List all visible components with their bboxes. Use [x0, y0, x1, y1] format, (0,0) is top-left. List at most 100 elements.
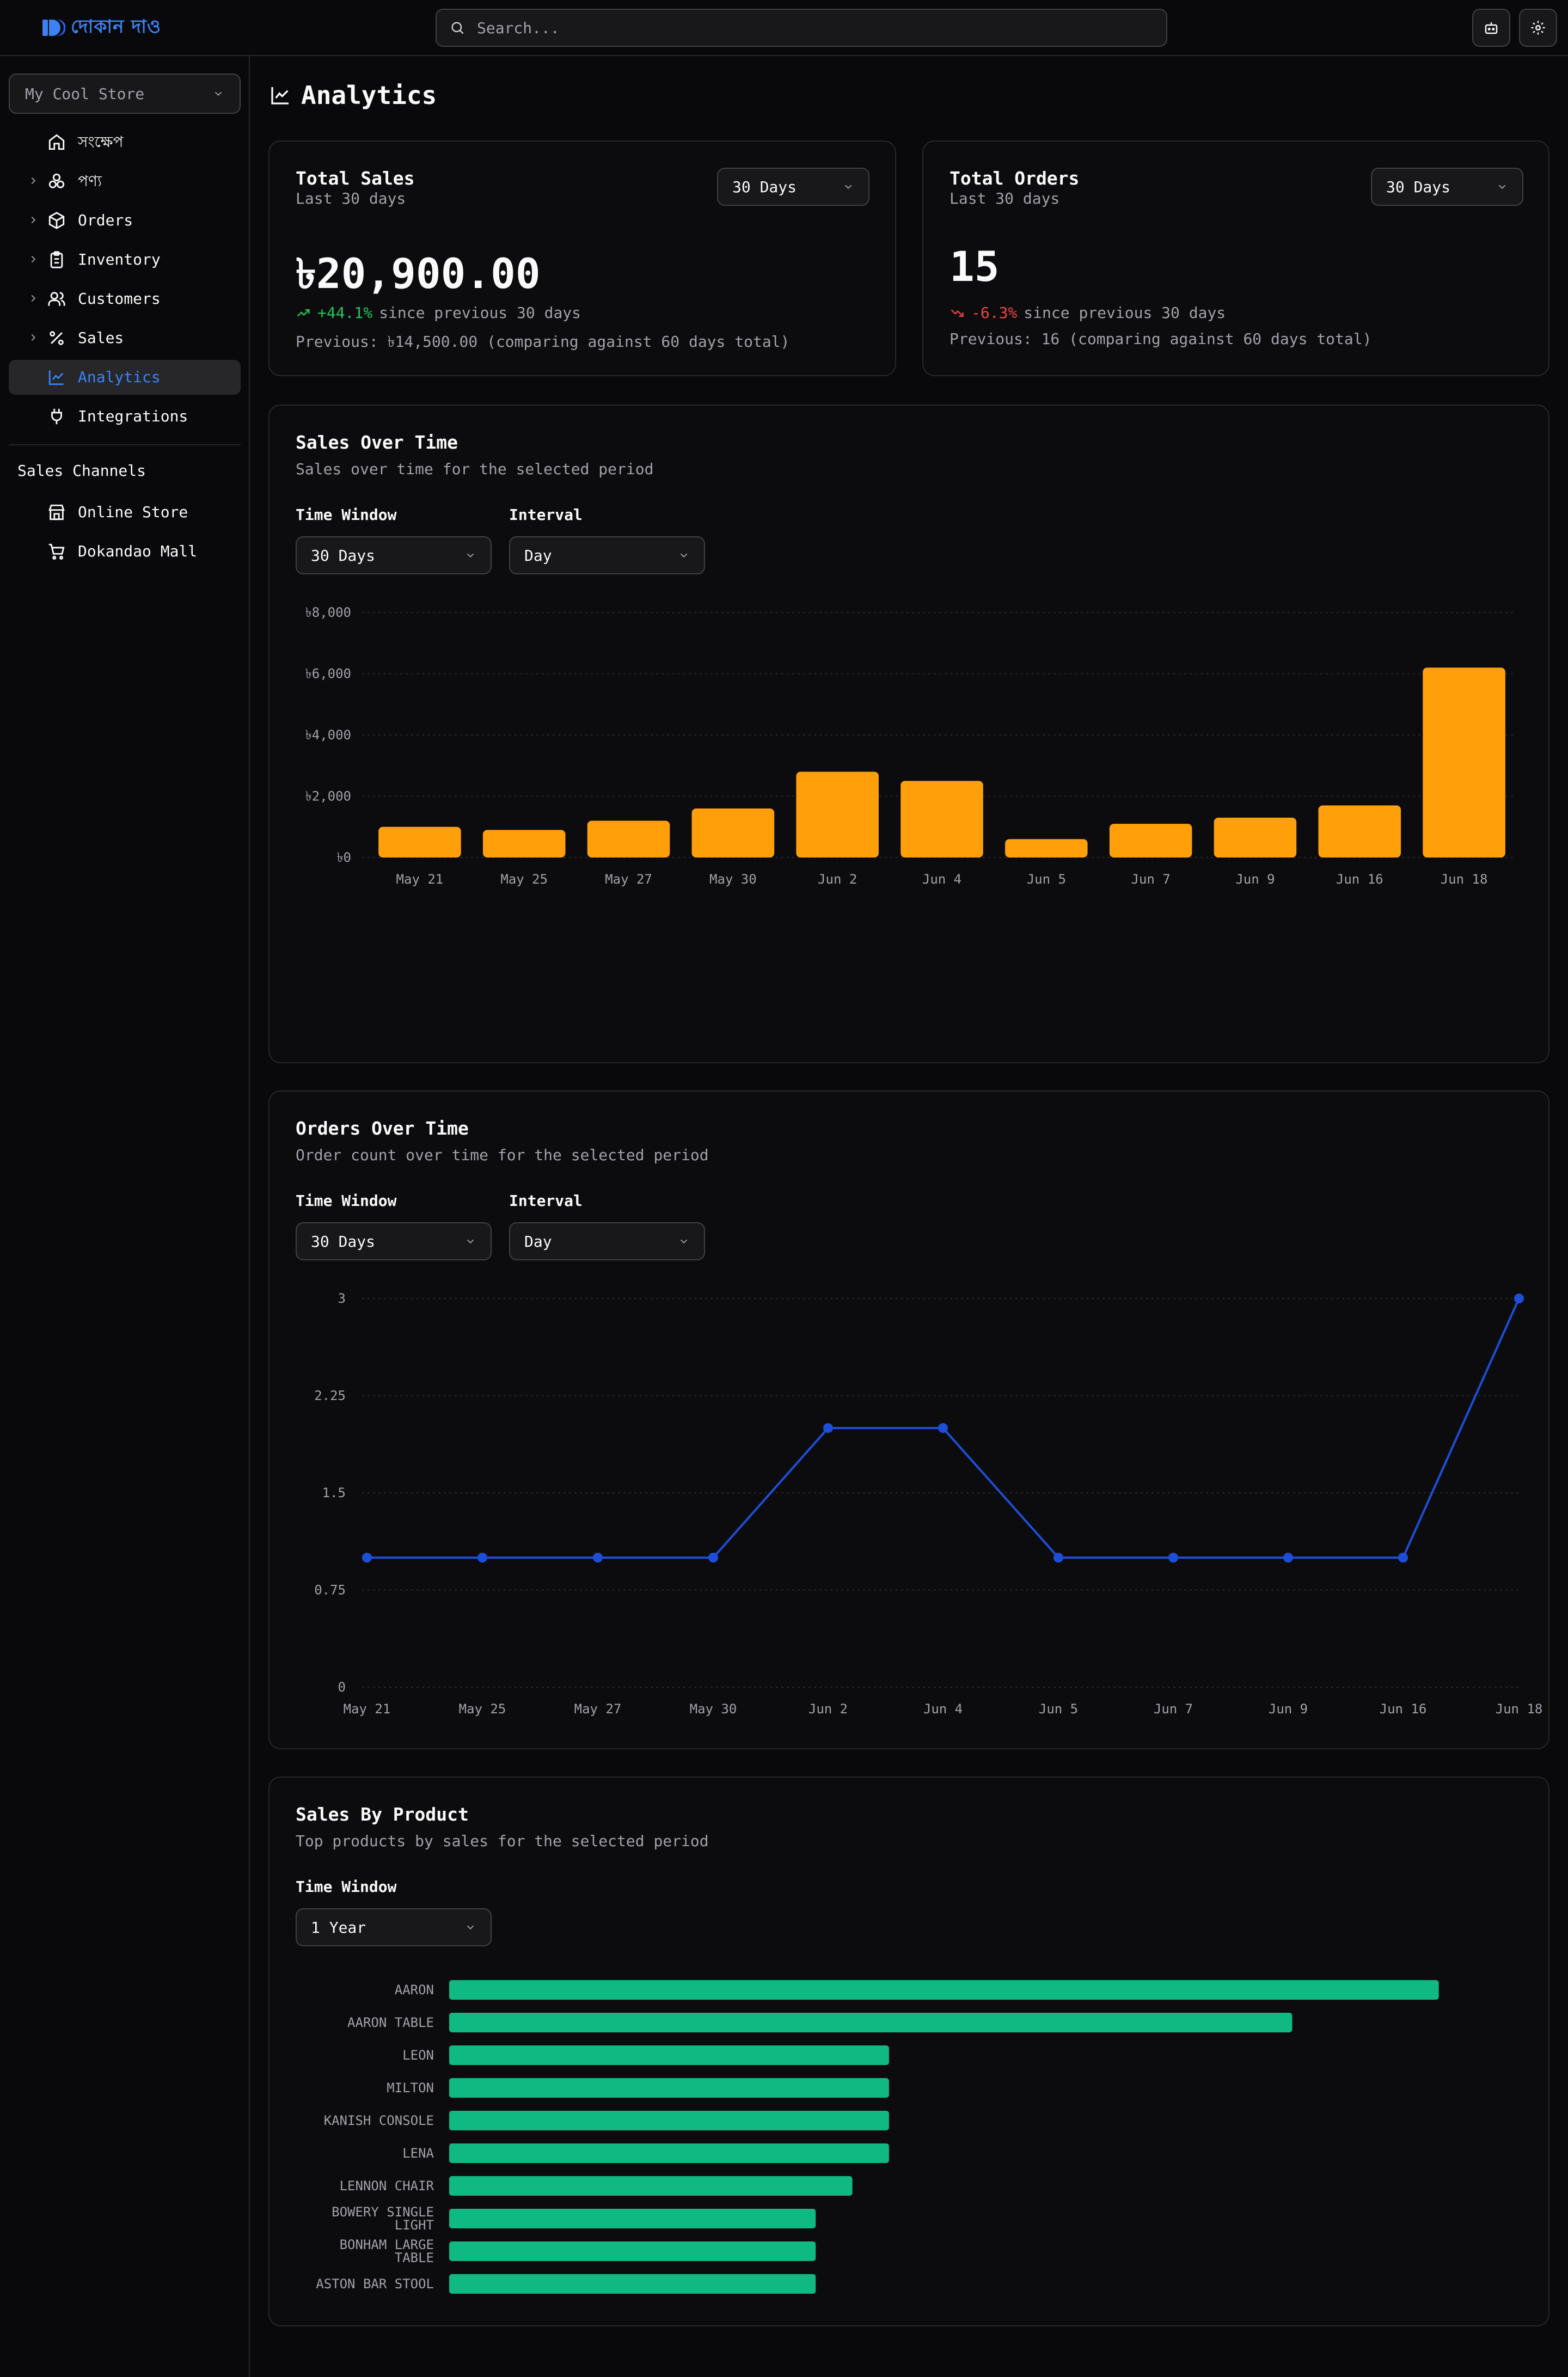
page-title-text: Analytics	[301, 81, 437, 110]
logo-icon	[42, 20, 65, 36]
chevron-down-icon	[467, 1925, 474, 1930]
bar	[449, 2274, 816, 2294]
bar	[449, 2209, 816, 2228]
chevron-down-icon	[1498, 185, 1506, 189]
assistant-button[interactable]	[1472, 9, 1510, 47]
x-tick-label: May 25	[500, 872, 548, 887]
x-tick-label: Jun 5	[1027, 872, 1066, 887]
card-subtitle: Last 30 days	[950, 189, 1060, 207]
interval-select[interactable]: Day	[509, 536, 705, 574]
sidebar-item-label: সংক্ষেপ	[78, 133, 124, 151]
sales-by-product-card: Sales By Product Top products by sales f…	[268, 1776, 1549, 2326]
chart-line-icon	[271, 87, 289, 105]
data-point	[1054, 1553, 1063, 1563]
bar	[482, 830, 566, 857]
y-tick-label: ৳0	[337, 850, 351, 865]
sidebar-item-label: Sales	[78, 329, 124, 347]
bar	[378, 826, 461, 857]
x-tick-label: Jun 18	[1441, 872, 1488, 887]
x-tick-label: Jun 2	[808, 1701, 848, 1717]
period-select[interactable]: 30 Days	[1371, 168, 1523, 206]
time-window-select[interactable]: 30 Days	[296, 536, 492, 574]
sidebar-item-products[interactable]: পণ্য	[9, 164, 241, 199]
bar	[796, 771, 879, 857]
plug-icon	[47, 407, 66, 426]
sales-over-time-card: Sales Over Time Sales over time for the …	[268, 405, 1549, 1063]
store-icon	[47, 503, 66, 522]
chevron-down-icon	[680, 553, 688, 558]
interval-select[interactable]: Day	[509, 1222, 705, 1260]
x-tick-label: May 27	[605, 872, 652, 887]
change-text: since previous 30 days	[379, 304, 581, 322]
sidebar-item-label: Customers	[78, 290, 161, 308]
data-point	[477, 1553, 487, 1563]
sidebar-item-sales[interactable]: Sales	[9, 321, 241, 356]
change-value: +44.1%	[317, 304, 373, 322]
sidebar-item-online-store[interactable]: Online Store	[9, 495, 241, 530]
y-tick-label: KANISH CONSOLE	[324, 2113, 434, 2128]
card-title: Sales Over Time	[296, 432, 458, 453]
y-tick-label: ৳6,000	[305, 666, 351, 682]
robot-icon	[1485, 22, 1498, 34]
data-point	[1283, 1553, 1293, 1563]
sidebar-item-dokandao-mall[interactable]: Dokandao Mall	[9, 534, 241, 569]
sidebar-item-orders[interactable]: Orders	[9, 203, 241, 238]
store-selector[interactable]: My Cool Store	[9, 73, 241, 114]
interval-label: Interval	[509, 506, 583, 524]
sidebar-item-label: Online Store	[78, 503, 188, 521]
sidebar-item-label: Analytics	[78, 368, 161, 386]
bar	[1214, 817, 1297, 857]
chevron-right-icon	[31, 216, 36, 224]
y-tick-label: BONHAM LARGE	[340, 2237, 434, 2252]
card-subtitle: Order count over time for the selected p…	[296, 1146, 709, 1164]
clipboard-icon	[47, 250, 66, 269]
total-sales-card: Total Sales Last 30 days 30 Days ৳20,900…	[268, 140, 896, 376]
sidebar-item-customers[interactable]: Customers	[9, 281, 241, 316]
x-tick-label: Jun 16	[1336, 872, 1383, 887]
period-select[interactable]: 30 Days	[717, 168, 869, 206]
sidebar-item-analytics[interactable]: Analytics	[9, 360, 241, 395]
previous-value: Previous: ৳14,500.00 (comparing against …	[296, 333, 790, 351]
y-tick-label: LENNON CHAIR	[340, 2178, 434, 2194]
search-placeholder: Search...	[477, 19, 560, 37]
x-tick-label: May 27	[574, 1701, 622, 1717]
search-input[interactable]: Search...	[436, 9, 1167, 47]
users-icon	[47, 289, 66, 309]
brand-logo[interactable]: দোকান দাও	[42, 15, 161, 40]
bar	[449, 2176, 853, 2196]
x-tick-label: May 21	[344, 1701, 391, 1717]
chevron-down-icon	[680, 1239, 688, 1244]
orders-over-time-card: Orders Over Time Order count over time f…	[268, 1091, 1549, 1749]
chevron-down-icon	[215, 91, 222, 96]
y-tick-label: LENA	[402, 2146, 434, 2161]
y-tick-label: TABLE	[395, 2250, 434, 2265]
x-tick-label: Jun 7	[1131, 872, 1171, 887]
time-window-select[interactable]: 1 Year	[296, 1908, 492, 1946]
card-subtitle: Last 30 days	[296, 189, 406, 207]
y-tick-label: ৳8,000	[305, 605, 351, 620]
bar	[449, 2045, 889, 2065]
trend-row: -6.3% since previous 30 days	[950, 304, 1226, 322]
previous-value: Previous: 16 (comparing against 60 days …	[950, 330, 1372, 348]
settings-button[interactable]	[1519, 9, 1557, 47]
bar	[901, 781, 983, 857]
x-tick-label: Jun 9	[1235, 872, 1275, 887]
time-window-select[interactable]: 30 Days	[296, 1222, 492, 1260]
sidebar-item-label: পণ্য	[78, 172, 102, 190]
sidebar-item-inventory[interactable]: Inventory	[9, 242, 241, 277]
y-tick-label: LIGHT	[395, 2217, 434, 2233]
cart-icon	[47, 542, 66, 561]
y-tick-label: AARON TABLE	[347, 2015, 434, 2030]
trend-up-icon	[297, 309, 310, 317]
chevron-right-icon	[31, 295, 36, 302]
y-tick-label: ASTON BAR STOOL	[316, 2276, 434, 2292]
sidebar-item-integrations[interactable]: Integrations	[9, 399, 241, 434]
x-tick-label: Jun 4	[923, 1701, 963, 1717]
chevron-right-icon	[31, 334, 36, 341]
interval-value: Day	[524, 546, 552, 565]
x-tick-label: May 30	[709, 872, 757, 887]
sidebar-item-overview[interactable]: সংক্ষেপ	[9, 125, 241, 160]
percent-icon	[47, 328, 66, 348]
products-icon	[47, 171, 66, 191]
card-title: Total Sales	[296, 168, 415, 189]
